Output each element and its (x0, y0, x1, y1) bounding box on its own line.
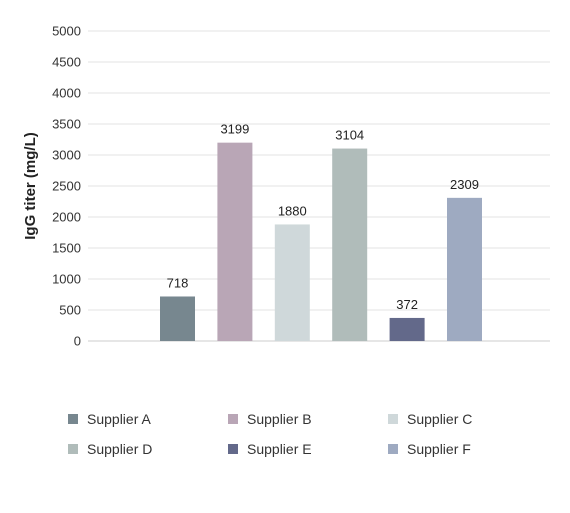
y-tick-label: 1000 (52, 272, 81, 287)
y-tick-label: 500 (59, 303, 81, 318)
bar-supplier-d (332, 148, 368, 341)
legend-swatch (388, 444, 398, 454)
legend-label: Supplier D (87, 441, 153, 457)
data-labels: 718 3199 1880 3104 372 2309 (167, 122, 479, 312)
data-label: 2309 (450, 177, 479, 192)
data-label: 372 (396, 297, 418, 312)
y-tick-label: 3500 (52, 117, 81, 132)
bar-supplier-c (274, 224, 310, 341)
legend-swatch (228, 414, 238, 424)
y-tick-label: 0 (74, 334, 81, 349)
y-tick-label: 2500 (52, 179, 81, 194)
data-label: 1880 (278, 203, 307, 218)
y-tick-label: 3000 (52, 148, 81, 163)
bar-supplier-b (217, 142, 253, 341)
y-axis-title: IgG titer (mg/L) (22, 132, 39, 240)
legend-item: Supplier E (228, 440, 388, 458)
y-tick-label: 4500 (52, 55, 81, 70)
y-tick-label: 4000 (52, 86, 81, 101)
legend-label: Supplier A (87, 411, 151, 427)
legend-item: Supplier F (388, 440, 548, 458)
y-axis-ticks: 0 500 1000 1500 2000 2500 3000 3500 4000 4500 5000 (52, 24, 81, 349)
legend-swatch (68, 444, 78, 454)
data-label: 718 (167, 275, 189, 290)
legend-label: Supplier B (247, 411, 312, 427)
legend-label: Supplier F (407, 441, 471, 457)
legend-item: Supplier A (68, 410, 228, 428)
y-tick-label: 5000 (52, 24, 81, 39)
bar-supplier-e (389, 317, 425, 341)
legend-label: Supplier E (247, 441, 312, 457)
legend-item: Supplier B (228, 410, 388, 428)
y-tick-label: 1500 (52, 241, 81, 256)
data-label: 3104 (335, 128, 364, 143)
legend-swatch (68, 414, 78, 424)
legend-item: Supplier D (68, 440, 228, 458)
bar-supplier-f (447, 197, 482, 341)
legend-label: Supplier C (407, 411, 473, 427)
legend: Supplier A Supplier B Supplier C Supplier D… (68, 410, 548, 458)
bar-supplier-a (160, 296, 195, 341)
y-tick-label: 2000 (52, 210, 81, 225)
data-label: 3199 (220, 122, 249, 137)
bars (160, 142, 482, 341)
legend-swatch (228, 444, 238, 454)
legend-swatch (388, 414, 398, 424)
legend-item: Supplier C (388, 410, 548, 428)
